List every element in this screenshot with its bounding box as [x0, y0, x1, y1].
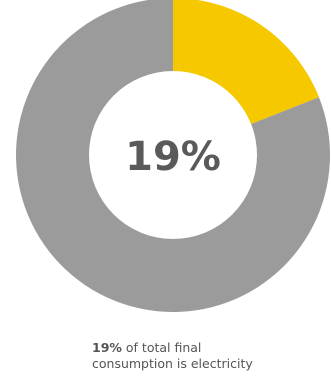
caption-highlight: 19%	[92, 340, 122, 355]
caption-line2: consumption is electricity	[92, 356, 253, 371]
donut-hole	[89, 71, 257, 239]
caption-line1-rest: of total final	[121, 340, 202, 355]
caption: 19% of total final consumption is electr…	[92, 340, 302, 372]
center-percentage-label: 19%	[125, 134, 221, 180]
